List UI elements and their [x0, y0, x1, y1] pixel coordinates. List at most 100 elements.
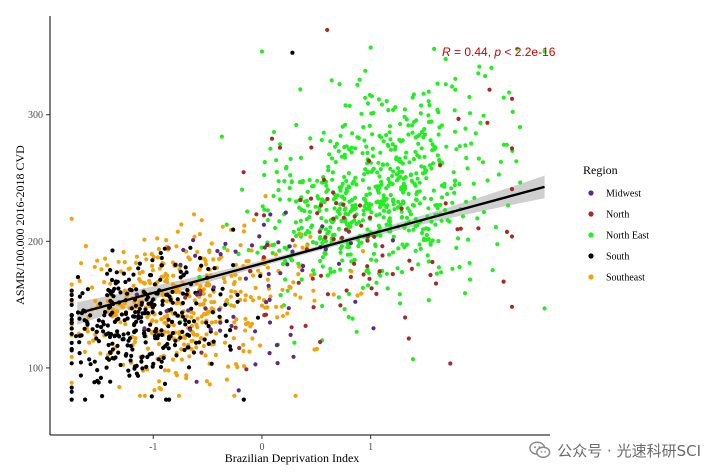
point-north-east [277, 219, 282, 224]
legend-key [588, 190, 594, 196]
point-south [143, 307, 148, 312]
point-north-east [395, 205, 401, 210]
point-south [191, 319, 197, 324]
point-south [96, 339, 101, 344]
point-north-east [377, 133, 382, 138]
point-north-east [350, 316, 355, 321]
point-north-east [322, 199, 327, 205]
point-north-east [385, 162, 390, 167]
point-south [220, 286, 225, 291]
point-southeast [132, 339, 138, 345]
point-north-east [299, 277, 304, 282]
point-north-east [424, 176, 429, 181]
point-south [178, 269, 183, 274]
point-north-east [457, 182, 462, 187]
point-north-east [415, 190, 420, 195]
point-north-east [387, 252, 392, 257]
point-north-east [379, 102, 385, 107]
point-north-east [390, 173, 395, 179]
point-south [101, 329, 106, 334]
point-north-east [419, 164, 424, 169]
point-north-east [401, 190, 406, 195]
point-midwest [300, 268, 305, 273]
point-southeast [116, 259, 121, 264]
point-southeast [89, 285, 95, 290]
point-south [158, 277, 163, 282]
point-north-east [463, 126, 468, 131]
point-north-east [354, 329, 359, 334]
point-north-east [328, 225, 333, 230]
point-north-east [468, 277, 473, 282]
point-north-east [367, 191, 372, 196]
point-north-east [304, 198, 309, 203]
point-north [476, 226, 481, 231]
point-north-east [399, 270, 405, 275]
point-north-east [430, 148, 435, 153]
point-south [69, 331, 74, 336]
point-north-east [349, 198, 354, 203]
point-southeast [309, 273, 314, 278]
point-north-east [414, 171, 419, 176]
point-southeast [209, 320, 214, 325]
point-north-east [452, 108, 457, 113]
point-south [114, 270, 119, 275]
point-southeast [140, 269, 145, 274]
point-southeast [92, 264, 97, 270]
point-north-east [305, 189, 310, 194]
point-north-east [427, 103, 432, 108]
point-southeast [166, 368, 171, 373]
point-north-east [365, 169, 370, 174]
point-north-east [236, 251, 241, 257]
point-north-east [338, 267, 343, 272]
point-north-east [392, 207, 397, 212]
y-tick-label: 300 [28, 110, 43, 121]
point-south [186, 365, 192, 370]
point-midwest [320, 224, 325, 229]
point-southeast [105, 263, 110, 268]
point-midwest [211, 285, 216, 290]
point-south [105, 293, 110, 298]
point-north-east [374, 200, 379, 205]
point-north-east [327, 152, 332, 157]
point-north [269, 136, 275, 141]
point-midwest [218, 320, 223, 325]
point-north-east [411, 157, 416, 162]
point-southeast [233, 289, 238, 295]
point-north [509, 146, 515, 151]
point-north-east [289, 179, 294, 184]
point-north-east [469, 141, 474, 146]
point-south [167, 397, 172, 402]
point-southeast [251, 298, 256, 303]
point-south [160, 299, 165, 304]
point-north [409, 266, 414, 271]
point-north-east [388, 229, 393, 234]
point-north-east [339, 244, 344, 249]
point-north-east [265, 217, 270, 223]
point-south [105, 323, 110, 328]
point-north [359, 223, 364, 228]
point-southeast [237, 276, 242, 281]
point-north-east [321, 130, 326, 135]
point-midwest [253, 329, 258, 334]
point-north-east [255, 250, 260, 255]
point-south [108, 298, 113, 304]
point-north-east [376, 223, 381, 228]
regression-line-layer [76, 185, 545, 315]
point-south [290, 50, 295, 55]
point-southeast [102, 280, 107, 285]
point-north-east [277, 197, 283, 202]
point-north-east [316, 196, 321, 201]
point-south [224, 319, 229, 324]
point-north [455, 227, 460, 232]
point-south [88, 313, 93, 318]
point-north-east [478, 120, 483, 125]
point-midwest [142, 326, 147, 331]
point-south [183, 265, 188, 270]
point-south [126, 338, 131, 343]
point-north-east [376, 97, 381, 102]
point-north-east [490, 268, 495, 273]
point-north-east [445, 191, 450, 197]
point-south [143, 340, 148, 345]
point-north [438, 163, 443, 168]
point-north-east [308, 136, 313, 141]
